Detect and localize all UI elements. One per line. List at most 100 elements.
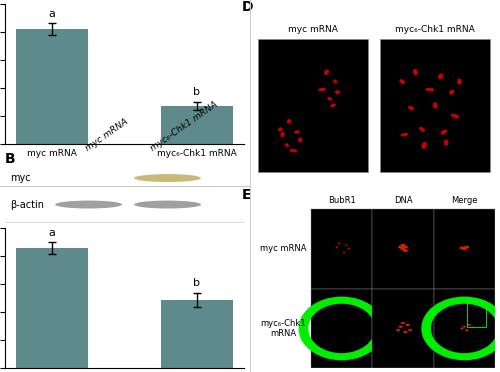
Ellipse shape	[299, 138, 301, 142]
Ellipse shape	[336, 90, 340, 94]
Ellipse shape	[324, 70, 328, 75]
Ellipse shape	[400, 79, 404, 84]
Ellipse shape	[462, 247, 467, 250]
Ellipse shape	[287, 119, 290, 124]
Bar	[258, 39, 368, 172]
Ellipse shape	[282, 132, 284, 137]
Ellipse shape	[426, 89, 434, 92]
Ellipse shape	[290, 149, 298, 151]
Ellipse shape	[55, 201, 122, 208]
Text: BubR1: BubR1	[328, 196, 355, 205]
Ellipse shape	[335, 91, 338, 94]
Ellipse shape	[414, 69, 417, 76]
Ellipse shape	[426, 89, 434, 91]
Ellipse shape	[134, 174, 201, 182]
Ellipse shape	[446, 140, 448, 146]
Ellipse shape	[328, 97, 333, 99]
Ellipse shape	[440, 74, 444, 79]
Ellipse shape	[434, 102, 438, 108]
Ellipse shape	[330, 103, 335, 106]
Ellipse shape	[418, 128, 424, 132]
Text: myc mRNA: myc mRNA	[84, 117, 130, 153]
Ellipse shape	[422, 142, 426, 148]
Ellipse shape	[440, 129, 446, 134]
Ellipse shape	[402, 246, 408, 248]
Ellipse shape	[465, 329, 468, 331]
Ellipse shape	[450, 115, 458, 119]
Ellipse shape	[402, 249, 408, 252]
Ellipse shape	[318, 89, 326, 91]
Ellipse shape	[401, 322, 405, 324]
Ellipse shape	[286, 143, 289, 147]
Ellipse shape	[460, 327, 464, 330]
Ellipse shape	[336, 90, 340, 93]
Ellipse shape	[298, 138, 300, 142]
Ellipse shape	[434, 103, 437, 108]
Bar	[372, 209, 434, 289]
Ellipse shape	[294, 130, 299, 132]
Ellipse shape	[423, 142, 427, 149]
Text: b: b	[194, 87, 200, 97]
Ellipse shape	[398, 246, 403, 248]
Ellipse shape	[342, 251, 345, 253]
Text: DNA: DNA	[394, 196, 412, 205]
Ellipse shape	[284, 144, 288, 148]
Ellipse shape	[439, 74, 442, 79]
Ellipse shape	[336, 246, 338, 248]
Ellipse shape	[403, 331, 407, 333]
Text: E: E	[242, 188, 251, 202]
Text: a: a	[48, 9, 56, 19]
Text: D: D	[242, 0, 253, 14]
Ellipse shape	[422, 142, 426, 148]
Bar	[160, 300, 233, 368]
Ellipse shape	[420, 127, 424, 132]
Ellipse shape	[409, 106, 414, 110]
Ellipse shape	[398, 326, 402, 328]
Text: a: a	[48, 228, 56, 238]
Ellipse shape	[438, 73, 442, 78]
Ellipse shape	[318, 88, 326, 90]
Ellipse shape	[441, 130, 447, 134]
Ellipse shape	[326, 70, 330, 75]
Ellipse shape	[415, 69, 418, 75]
Text: myc₆-Chk1 mRNA: myc₆-Chk1 mRNA	[148, 100, 219, 153]
Text: myc mRNA: myc mRNA	[288, 25, 339, 34]
Ellipse shape	[450, 90, 452, 94]
Ellipse shape	[294, 131, 300, 133]
Ellipse shape	[290, 150, 297, 153]
Ellipse shape	[426, 88, 434, 90]
Ellipse shape	[330, 104, 336, 107]
Ellipse shape	[324, 70, 328, 75]
Ellipse shape	[460, 247, 464, 249]
Ellipse shape	[333, 80, 336, 84]
Ellipse shape	[334, 80, 336, 84]
Text: Merge: Merge	[451, 196, 477, 205]
Ellipse shape	[406, 324, 410, 326]
Ellipse shape	[280, 132, 283, 137]
Text: β-actin: β-actin	[10, 199, 44, 209]
Ellipse shape	[444, 140, 446, 146]
Ellipse shape	[464, 246, 469, 248]
Ellipse shape	[442, 131, 448, 135]
Ellipse shape	[420, 127, 426, 131]
Ellipse shape	[450, 90, 453, 94]
Text: b: b	[194, 279, 200, 289]
Ellipse shape	[294, 131, 300, 134]
Ellipse shape	[451, 90, 454, 95]
Text: myc mRNA: myc mRNA	[260, 244, 306, 253]
Ellipse shape	[399, 80, 404, 84]
Ellipse shape	[134, 201, 201, 208]
Ellipse shape	[300, 138, 302, 142]
Ellipse shape	[335, 79, 338, 83]
Text: B: B	[5, 152, 15, 166]
Ellipse shape	[338, 243, 340, 244]
Ellipse shape	[462, 326, 466, 328]
Ellipse shape	[451, 114, 459, 118]
Ellipse shape	[401, 134, 408, 136]
Ellipse shape	[318, 89, 326, 90]
Ellipse shape	[400, 133, 408, 135]
Bar	[311, 209, 372, 289]
Ellipse shape	[290, 150, 298, 152]
Ellipse shape	[396, 329, 400, 331]
Bar	[16, 29, 88, 144]
